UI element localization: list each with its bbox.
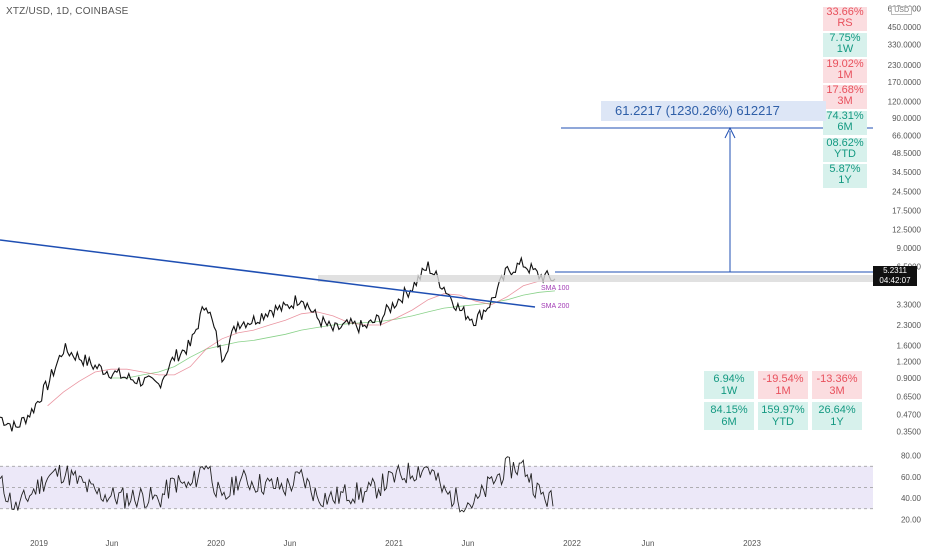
price-line [0, 256, 556, 432]
perf-grid-period: 1W [720, 385, 738, 397]
time-tick-label: Jun [462, 539, 475, 548]
price-series [0, 256, 556, 432]
perf-badge-period: 3M [837, 95, 853, 107]
currency-label: USD [891, 6, 912, 15]
perf-grid-period: 1Y [830, 416, 844, 428]
perf-badge-period: 1W [836, 43, 854, 55]
rsi-tick-label: 40.00 [901, 494, 922, 503]
perf-grid-cell-1w: 6.94% 1W [704, 371, 754, 399]
symbol-title: XTZ/USD, 1D, COINBASE [6, 6, 129, 17]
rsi-tick-label: 80.00 [901, 452, 922, 461]
perf-badge-period: RS [837, 17, 853, 29]
time-tick-label: 2019 [30, 539, 48, 548]
perf-grid-period: 3M [829, 385, 845, 397]
perf-grid-cell-ytd: 159.97% YTD [758, 402, 808, 430]
perf-grid-value: 26.64% [818, 404, 856, 416]
perf-badge-3m: 17.68% 3M [823, 85, 867, 109]
perf-badge-6m: 74.31% 6M [823, 111, 867, 135]
price-tick-label: 17.5000 [892, 206, 921, 215]
perf-badge-1y: 5.87% 1Y [823, 164, 867, 188]
price-tick-label: 34.5000 [892, 168, 921, 177]
bar-countdown: 04:42:07 [879, 276, 911, 285]
perf-badge-value: 5.87% [829, 163, 861, 175]
price-tick-label: 1.6000 [897, 341, 922, 350]
rsi-tick-label: 20.00 [901, 515, 922, 524]
rsi-band [0, 466, 873, 509]
time-tick-label: 2021 [385, 539, 403, 548]
price-tick-label: 12.5000 [892, 225, 921, 234]
price-tick-label: 1.2000 [897, 358, 922, 367]
measure-label: 61.2217 (1230.26%) 612217 [601, 101, 826, 121]
price-tick-label: 120.0000 [888, 98, 922, 107]
perf-grid-cell-1y: 26.64% 1Y [812, 402, 862, 430]
perf-grid-cell-3m: -13.36% 3M [812, 371, 862, 399]
perf-grid-value: 6.94% [713, 373, 745, 385]
perf-badge-ytd: 08.62% YTD [823, 138, 867, 162]
measure-arrowhead [724, 126, 736, 139]
price-tick-label: 2.3000 [897, 321, 922, 330]
time-tick-label: 2023 [743, 539, 761, 548]
price-tick-label: 170.0000 [888, 78, 922, 87]
price-tick-label: 66.0000 [892, 131, 921, 140]
perf-badge-value: 19.02% [826, 58, 864, 70]
sma-200-label: SMA 200 [541, 303, 570, 310]
time-tick-label: 2020 [207, 539, 225, 548]
price-tick-label: 450.0000 [888, 23, 922, 32]
perf-badge-1w: 7.75% 1W [823, 33, 867, 57]
descending-trendline [0, 239, 536, 308]
perf-grid-period: 1M [775, 385, 791, 397]
price-tick-label: 330.0000 [888, 40, 922, 49]
time-tick-label: 2022 [563, 539, 581, 548]
price-tick-label: 90.0000 [892, 114, 921, 123]
price-tick-label: 0.6500 [897, 392, 922, 401]
time-tick-label: Jun [106, 539, 119, 548]
time-tick-label: Jun [284, 539, 297, 548]
time-tick-label: Jun [642, 539, 655, 548]
drawings [0, 126, 873, 308]
sma-100-label: SMA 100 [541, 285, 570, 292]
rsi-pane: 80.00 60.00 40.00 20.00 [0, 452, 922, 524]
perf-grid-cell-6m: 84.15% 6M [704, 402, 754, 430]
sma-200-line [111, 290, 556, 379]
price-tick-label: 0.3500 [897, 427, 922, 436]
price-tick-label: 3.3000 [897, 301, 922, 310]
perf-badge-value: 7.75% [829, 32, 861, 44]
rsi-tick-label: 60.00 [901, 473, 922, 482]
price-tick-label: 9.0000 [897, 244, 922, 253]
perf-grid-cell-1m: -19.54% 1M [758, 371, 808, 399]
perf-badge-value: 08.62% [826, 137, 864, 149]
perf-badge-period: 1Y [838, 174, 852, 186]
perf-grid-period: 6M [721, 416, 737, 428]
perf-badge-period: YTD [834, 148, 856, 160]
perf-grid-value: -19.54% [762, 373, 804, 385]
perf-grid-period: YTD [772, 416, 794, 428]
rsi-line [0, 456, 554, 513]
perf-grid-value: 84.15% [710, 404, 748, 416]
perf-badge-value: 74.31% [826, 110, 864, 122]
perf-grid-value: 159.97% [761, 404, 805, 416]
perf-badge-value: 33.66% [826, 6, 864, 18]
perf-grid-value: -13.36% [816, 373, 858, 385]
last-price: 5.2311 [883, 266, 907, 275]
sma-200-path [111, 290, 556, 379]
price-tick-label: 0.9000 [897, 374, 922, 383]
last-price-tag: 5.2311 04:42:07 [873, 266, 917, 286]
perf-badge-value: 17.68% [826, 84, 864, 96]
perf-badge-1m: 19.02% 1M [823, 59, 867, 83]
price-tick-label: 48.5000 [892, 149, 921, 158]
price-tick-label: 24.5000 [892, 187, 921, 196]
price-tick-label: 0.4700 [897, 411, 922, 420]
price-tick-label: 230.0000 [888, 61, 922, 70]
perf-badge-period: 6M [837, 121, 853, 133]
perf-badge-rs: 33.66% RS [823, 7, 867, 31]
support-zone [318, 275, 873, 282]
perf-badge-period: 1M [837, 69, 853, 81]
